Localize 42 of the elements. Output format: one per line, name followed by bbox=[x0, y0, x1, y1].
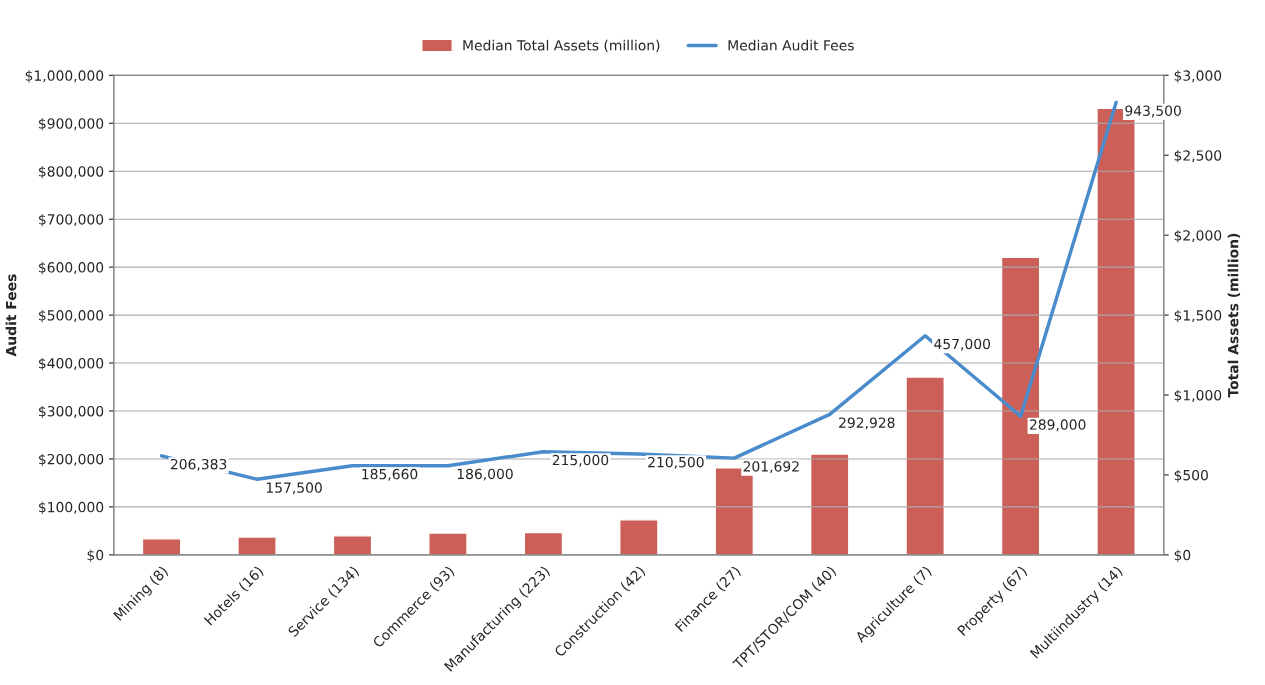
bar bbox=[619, 519, 659, 555]
y-tick-label: $800,000 bbox=[39, 165, 104, 179]
y2-axis-title: Total Assets (million) bbox=[1227, 233, 1241, 398]
legend-label: Median Total Assets (million) bbox=[463, 39, 660, 53]
y-tick-label: $200,000 bbox=[39, 453, 104, 467]
data-label: 157,500 bbox=[266, 482, 322, 495]
data-label: 206,383 bbox=[170, 458, 227, 471]
data-label: 185,660 bbox=[362, 468, 418, 481]
bar bbox=[905, 376, 945, 555]
y-tick-label: $1,000,000 bbox=[25, 70, 104, 83]
bar bbox=[428, 532, 468, 555]
y-axis-title: Audit Fees bbox=[5, 274, 17, 357]
y-tick-label: $600,000 bbox=[39, 261, 104, 275]
y-tick-label: $0 bbox=[87, 549, 104, 563]
y-tick-label: $900,000 bbox=[39, 118, 104, 131]
y2-tick-label: $0 bbox=[1174, 549, 1191, 563]
bar bbox=[809, 453, 850, 555]
data-label: 215,000 bbox=[552, 454, 609, 467]
data-label: 289,000 bbox=[1029, 419, 1086, 432]
legend-label: Median Audit Fees bbox=[728, 39, 854, 51]
y2-tick-label: $2,500 bbox=[1174, 149, 1222, 163]
y2-tick-label: $1,500 bbox=[1174, 309, 1222, 323]
y-tick-label: $700,000 bbox=[39, 213, 104, 227]
data-label: 457,000 bbox=[934, 338, 991, 351]
bar bbox=[332, 535, 373, 555]
bar bbox=[523, 531, 564, 555]
y2-tick-label: $3,000 bbox=[1174, 70, 1222, 83]
data-label: 943,500 bbox=[1125, 105, 1181, 118]
y2-tick-label: $2,000 bbox=[1174, 229, 1222, 243]
y2-tick-label: $500 bbox=[1174, 469, 1208, 483]
y2-tick-label: $1,000 bbox=[1174, 389, 1222, 403]
y-tick-label: $300,000 bbox=[39, 405, 104, 419]
data-label: 210,500 bbox=[648, 456, 704, 469]
data-label: 201,692 bbox=[743, 461, 799, 474]
data-label: 186,000 bbox=[457, 468, 513, 481]
line-series bbox=[159, 100, 1118, 482]
y-tick-label: $100,000 bbox=[39, 501, 104, 515]
data-label: 292,928 bbox=[839, 417, 895, 430]
bar bbox=[237, 536, 277, 555]
y-tick-label: $400,000 bbox=[39, 357, 104, 371]
bar bbox=[141, 538, 182, 555]
y-tick-label: $500,000 bbox=[39, 309, 104, 323]
